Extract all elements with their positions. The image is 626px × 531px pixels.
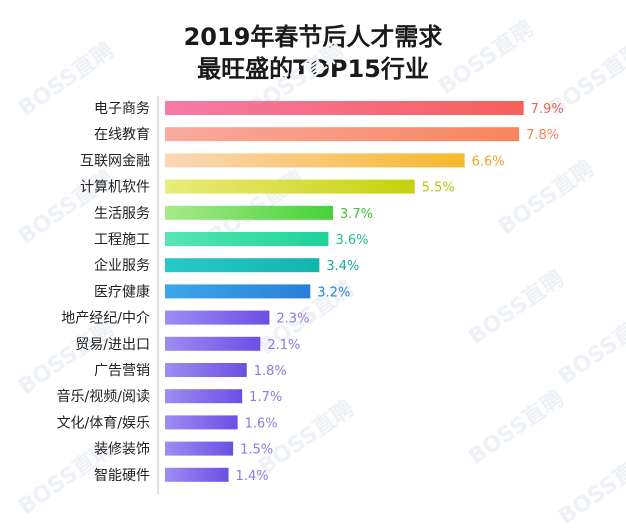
category-label: 互联网金融 bbox=[80, 153, 150, 169]
category-label: 生活服务 bbox=[94, 206, 150, 222]
bar bbox=[165, 389, 243, 404]
category-label: 音乐/视频/阅读 bbox=[57, 388, 150, 405]
value-label: 3.7% bbox=[340, 207, 373, 222]
bar bbox=[165, 284, 311, 299]
bar bbox=[165, 363, 247, 377]
value-label: 3.2% bbox=[317, 285, 350, 300]
value-label: 3.4% bbox=[326, 259, 359, 274]
category-label: 贸易/进出口 bbox=[75, 337, 150, 353]
value-label: 3.6% bbox=[335, 233, 368, 248]
chart-subtitle: 最旺盛的TOP15行业 bbox=[197, 55, 429, 83]
bar bbox=[165, 232, 329, 246]
value-label: 1.6% bbox=[245, 416, 278, 431]
bar bbox=[165, 415, 238, 430]
value-label: 6.6% bbox=[472, 154, 505, 169]
category-label: 装修装饰 bbox=[94, 442, 150, 458]
chart: 2019年春节后人才需求 最旺盛的TOP15行业 BOSS直聘 BOSS直聘 BOS… bbox=[14, 16, 626, 530]
bar bbox=[165, 467, 229, 482]
value-label: 5.5% bbox=[422, 181, 455, 196]
value-label: 7.9% bbox=[531, 102, 564, 117]
category-label: 工程施工 bbox=[94, 232, 150, 248]
bar bbox=[165, 310, 270, 325]
bar bbox=[165, 179, 415, 194]
category-label: 电子商务 bbox=[94, 101, 150, 117]
bar bbox=[165, 336, 261, 351]
value-label: 2.1% bbox=[267, 338, 300, 353]
value-label: 1.8% bbox=[254, 364, 287, 379]
value-label: 1.4% bbox=[236, 469, 269, 484]
chart-title: 2019年春节后人才需求 bbox=[183, 23, 443, 51]
category-label: 计算机软件 bbox=[80, 180, 150, 196]
bar bbox=[165, 441, 234, 456]
category-label: 医疗健康 bbox=[94, 283, 150, 300]
bar bbox=[165, 205, 333, 220]
value-label: 2.3% bbox=[276, 312, 309, 327]
value-label: 7.8% bbox=[526, 128, 559, 143]
category-label: 文化/体育/娱乐 bbox=[57, 415, 150, 431]
category-label: 在线教育 bbox=[94, 127, 150, 143]
bar bbox=[165, 101, 524, 115]
value-label: 1.7% bbox=[249, 390, 282, 405]
value-label: 1.5% bbox=[240, 443, 273, 458]
bar bbox=[165, 127, 520, 142]
category-label: 广告营销 bbox=[94, 363, 150, 379]
category-label: 地产经纪/中介 bbox=[61, 311, 150, 327]
bar bbox=[165, 153, 465, 168]
bar-chart-svg: 电子商务 7.9% 在线教育 7.8% 互联网金融 6.6% 计算机软件 5.5% 生活服务 3.… bbox=[57, 96, 564, 494]
category-label: 智能硬件 bbox=[94, 468, 150, 484]
category-label: 企业服务 bbox=[94, 257, 150, 274]
bar bbox=[165, 258, 320, 273]
